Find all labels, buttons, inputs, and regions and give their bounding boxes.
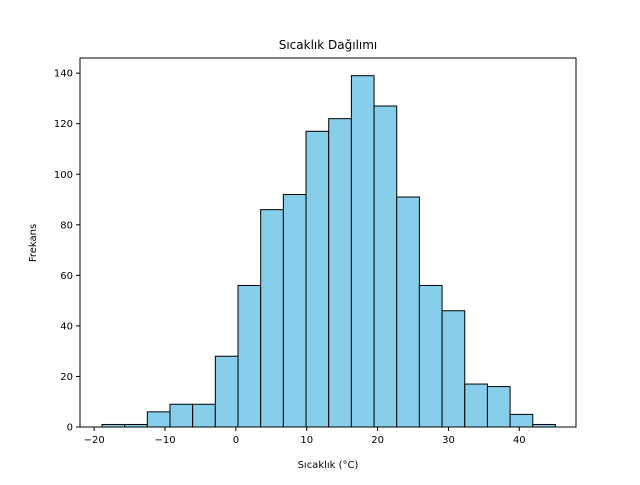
y-tick-label: 20 [60,372,73,383]
histogram-bar [305,130,330,428]
chart-title: Sıcaklık Dağılımı [279,38,378,52]
histogram-bar [350,75,375,428]
y-axis-label: Frekans [28,224,39,262]
histogram-bar [192,403,216,428]
histogram-bars [101,75,556,428]
histogram-bar [282,193,307,428]
histogram-bar [237,284,262,428]
histogram-bar [328,118,352,428]
histogram-bar [396,196,420,428]
x-tick-label: −20 [84,435,105,446]
histogram-bar [509,413,534,428]
x-tick-label: 20 [371,435,384,446]
histogram-bar [464,383,488,428]
axes-frame [79,57,577,428]
x-tick-label: 10 [300,435,313,446]
y-tick-label: 80 [60,220,73,231]
x-tick-label: 40 [513,435,526,446]
histogram-bar [169,403,194,428]
x-tick-label: −10 [154,435,175,446]
histogram-bar [260,209,284,428]
y-tick-label: 140 [54,69,73,80]
y-tick-label: 0 [67,423,73,434]
x-axis-label: Sıcaklık (°C) [298,460,359,471]
x-tick-label: 30 [442,435,455,446]
histogram-bar [441,310,466,428]
y-tick-label: 120 [54,119,73,130]
histogram-bar [214,355,239,428]
x-axis-ticks: −20 −10 0 10 20 30 40 [84,427,526,446]
y-tick-label: 100 [54,170,73,181]
histogram-bar [486,386,511,428]
x-tick-label: 0 [233,435,239,446]
histogram-bar [418,284,443,428]
histogram-bar [373,105,398,428]
y-tick-label: 40 [60,321,73,332]
histogram-bar [146,411,171,428]
y-axis-ticks: 0 20 40 60 80 100 120 140 [54,69,80,434]
y-tick-label: 60 [60,271,73,282]
